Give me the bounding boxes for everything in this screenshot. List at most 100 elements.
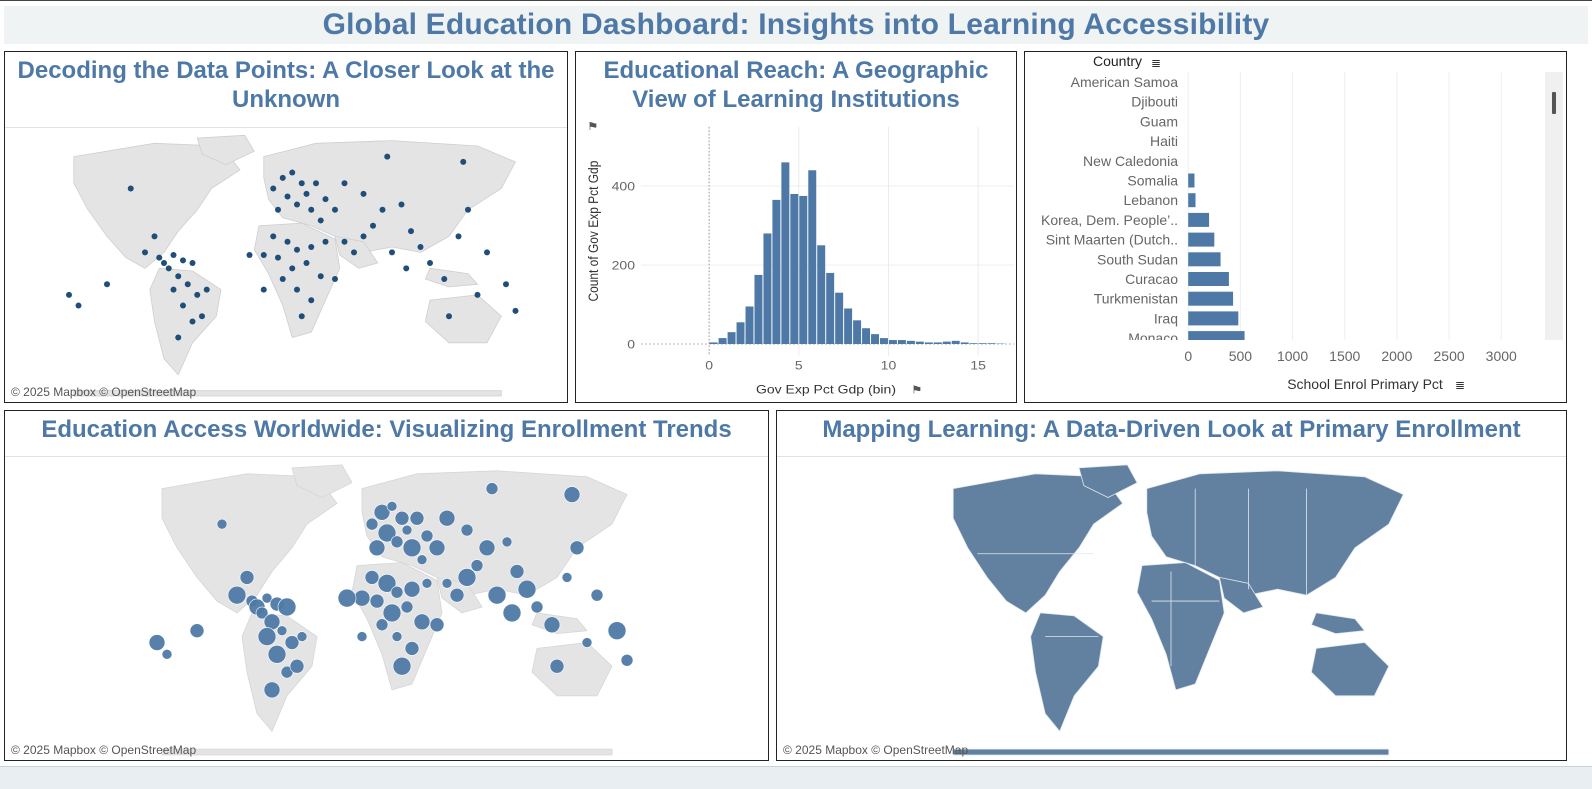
enrollment-bubble [510, 564, 524, 578]
x-tick-label: 0 [1184, 348, 1192, 364]
country-point [128, 186, 134, 192]
enrollment-bubble [369, 540, 385, 556]
enrollment-bubble [486, 483, 498, 495]
country-point [384, 154, 390, 160]
enrollment-bubble [461, 524, 473, 536]
histogram-panel[interactable]: Educational Reach: A Geographic View of … [575, 51, 1017, 403]
filled-world-map[interactable] [777, 457, 1566, 757]
x-tick-label: 10 [881, 359, 897, 373]
histogram-bar [916, 342, 924, 344]
country-point [294, 287, 300, 293]
country-label: Curacao [1125, 271, 1178, 287]
country-point [484, 249, 490, 255]
enrollment-bubble [442, 578, 452, 588]
enrollment-bubble [417, 555, 427, 565]
histogram-bar [943, 342, 951, 344]
country-point [171, 252, 177, 258]
country-point [460, 159, 466, 165]
scrollbar-thumb[interactable] [1552, 92, 1556, 114]
country-point [261, 252, 267, 258]
enrollment-bubble [562, 572, 572, 582]
dots-world-map[interactable] [5, 128, 568, 398]
enrollment-bubble [376, 619, 388, 631]
enrollment-bubble [502, 537, 512, 547]
country-point [403, 265, 409, 271]
bubble-world-map[interactable] [5, 457, 768, 757]
bubble-map-panel[interactable]: Education Access Worldwide: Visualizing … [4, 410, 769, 761]
country-point [275, 207, 281, 213]
map1-landmass [425, 268, 477, 287]
country-point [66, 292, 72, 298]
country-bar [1188, 174, 1194, 188]
country-bar-chart[interactable]: Country≣American SamoaDjiboutiGuamHaitiN… [1025, 52, 1566, 402]
country-point [299, 180, 305, 186]
country-point [270, 186, 276, 192]
enrollment-bubble [162, 649, 172, 659]
country-point [270, 233, 276, 239]
country-bar [1188, 213, 1209, 227]
country-point [361, 233, 367, 239]
histogram-bar [835, 293, 843, 344]
country-point [104, 281, 110, 287]
status-strip [0, 766, 1592, 789]
histogram-bar [907, 341, 915, 344]
x-tick-label: 500 [1229, 348, 1253, 364]
country-point [280, 276, 286, 282]
country-bar [1188, 292, 1233, 306]
histogram-bar [817, 245, 825, 344]
country-point [156, 255, 162, 261]
map2-landmass [162, 749, 612, 755]
histogram-bar [970, 343, 978, 344]
enrollment-bubble [395, 511, 409, 525]
country-point [199, 313, 205, 319]
x-axis-title: School Enrol Primary Pct [1287, 376, 1443, 392]
enrollment-bubble [401, 601, 413, 613]
x-tick-label: 0 [705, 359, 713, 373]
enrollment-bubble [393, 657, 411, 675]
country-bar [1188, 193, 1195, 207]
enrollment-bubble [354, 590, 370, 606]
enrollment-bubble [290, 659, 304, 673]
histogram-bar [979, 343, 987, 344]
country-label: Turkmenistan [1094, 291, 1178, 307]
x-tick-label: 5 [795, 359, 803, 373]
country-point [318, 217, 324, 223]
country-point [513, 308, 519, 314]
country-point [289, 170, 295, 176]
country-point [285, 194, 291, 200]
country-point [285, 239, 291, 245]
country-point [289, 265, 295, 271]
country-point [308, 244, 314, 250]
country-label: Guam [1140, 113, 1178, 129]
histogram-bar [781, 162, 789, 344]
histogram-bar [844, 308, 852, 344]
enrollment-bubble [405, 641, 419, 655]
country-point [76, 303, 82, 309]
country-point [441, 276, 447, 282]
country-point [389, 249, 395, 255]
map2-landmass [162, 474, 337, 613]
country-point [161, 260, 167, 266]
enrollment-bubble [422, 578, 432, 588]
dashboard-header: Global Education Dashboard: Insights int… [4, 6, 1588, 44]
country-point [247, 252, 253, 258]
sort-icon: ≣ [1455, 378, 1465, 392]
histogram-bar [934, 342, 942, 344]
window-top-border [0, 0, 1592, 3]
country-point [180, 257, 186, 263]
country-point [152, 233, 158, 239]
enrollment-bubble [621, 654, 633, 666]
filled-map-panel[interactable]: Mapping Learning: A Data-Driven Look at … [776, 410, 1567, 761]
dots-map-panel[interactable]: Decoding the Data Points: A Closer Look … [4, 51, 568, 403]
enrollment-bubble [471, 560, 483, 572]
enrollment-bubble [404, 581, 420, 597]
histogram-bar [710, 342, 718, 344]
histogram-bar [862, 328, 870, 344]
country-point [342, 180, 348, 186]
histogram-bar [728, 332, 736, 344]
histogram-bar [808, 170, 816, 344]
enrollment-bubble [479, 540, 495, 556]
country-bar [1188, 252, 1220, 266]
